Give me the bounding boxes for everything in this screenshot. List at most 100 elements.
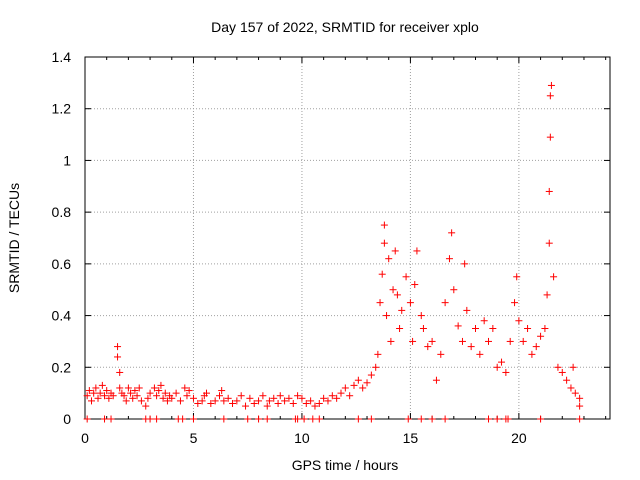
data-point [489, 325, 497, 332]
data-point [476, 350, 484, 358]
data-point [545, 187, 553, 195]
axis-tick-labels: 0 5 10 15 20 0 0.2 0.4 0.6 0.8 1 1.2 1.4 [52, 49, 527, 446]
data-point [558, 368, 566, 376]
data-point [387, 337, 395, 345]
data-point [163, 397, 171, 405]
data-point [383, 312, 391, 320]
y-tick-label: 0.6 [52, 256, 72, 272]
data-point [105, 394, 113, 402]
data-point [146, 415, 154, 423]
data-point [372, 363, 380, 371]
data-point [116, 384, 124, 392]
data-point [168, 394, 176, 402]
data-point [402, 273, 410, 281]
data-point [294, 392, 302, 400]
data-point [172, 389, 180, 397]
data-point [246, 394, 254, 402]
data-point [300, 415, 308, 423]
data-point [185, 387, 193, 395]
data-point [274, 399, 282, 407]
data-point [276, 392, 284, 400]
data-point [576, 415, 584, 423]
data-point [259, 392, 267, 400]
data-point [367, 415, 375, 423]
data-point [458, 337, 466, 345]
data-point [181, 384, 189, 392]
data-point [281, 397, 289, 405]
data-point [153, 392, 161, 400]
data-point [333, 394, 341, 402]
data-point [450, 286, 458, 294]
data-point [441, 415, 449, 423]
data-point [109, 392, 117, 400]
x-tick-label: 20 [511, 430, 527, 446]
data-point [359, 384, 367, 392]
data-point [367, 371, 375, 379]
data-point [309, 415, 317, 423]
data-point [131, 387, 139, 395]
data-point [307, 397, 315, 405]
data-point [432, 376, 440, 384]
data-point [404, 415, 412, 423]
data-point [413, 247, 421, 255]
data-point [485, 337, 493, 345]
data-point [354, 415, 362, 423]
data-point [441, 299, 449, 307]
data-point [220, 415, 228, 423]
data-point [437, 350, 445, 358]
data-point [320, 394, 328, 402]
x-tick-label: 5 [190, 430, 198, 446]
data-points [83, 81, 584, 423]
data-point [463, 306, 471, 314]
data-point [103, 387, 111, 395]
data-point [391, 247, 399, 255]
data-point [255, 397, 263, 405]
data-point [528, 350, 536, 358]
data-point [101, 392, 109, 400]
data-point [567, 384, 575, 392]
data-point [445, 255, 453, 263]
data-point [114, 343, 122, 351]
data-point [363, 379, 371, 387]
data-point [337, 389, 345, 397]
data-point [396, 325, 404, 332]
data-point [417, 312, 425, 320]
data-point [385, 255, 393, 263]
data-point [576, 402, 584, 410]
data-point [94, 394, 102, 402]
data-point [122, 397, 130, 405]
data-point [569, 363, 577, 371]
data-point [153, 415, 161, 423]
plot-frame [84, 56, 611, 420]
data-point [135, 384, 143, 392]
data-point [519, 337, 527, 345]
y-axis-label: SRMTID / TECUs [6, 183, 22, 293]
data-point [124, 384, 132, 392]
data-point [198, 397, 206, 405]
data-point [255, 415, 263, 423]
data-point [229, 399, 237, 407]
x-tick-label: 15 [403, 430, 419, 446]
x-tick-label: 10 [294, 430, 310, 446]
data-point [424, 343, 432, 351]
data-point [545, 239, 553, 247]
data-point [189, 394, 197, 402]
data-point [133, 392, 141, 400]
data-point [101, 415, 109, 423]
y-tick-label: 0.2 [52, 359, 72, 375]
data-point [107, 415, 115, 423]
data-point [409, 337, 417, 345]
data-point [155, 387, 163, 395]
data-point [83, 392, 91, 400]
data-point [515, 317, 523, 325]
data-point [294, 415, 302, 423]
data-point [224, 394, 232, 402]
data-point [378, 270, 386, 278]
data-point [129, 394, 137, 402]
data-point [471, 325, 479, 332]
data-point [120, 392, 128, 400]
axis-ticks [84, 56, 610, 420]
data-point [576, 394, 584, 402]
data-point [237, 392, 245, 400]
data-point [547, 81, 555, 89]
